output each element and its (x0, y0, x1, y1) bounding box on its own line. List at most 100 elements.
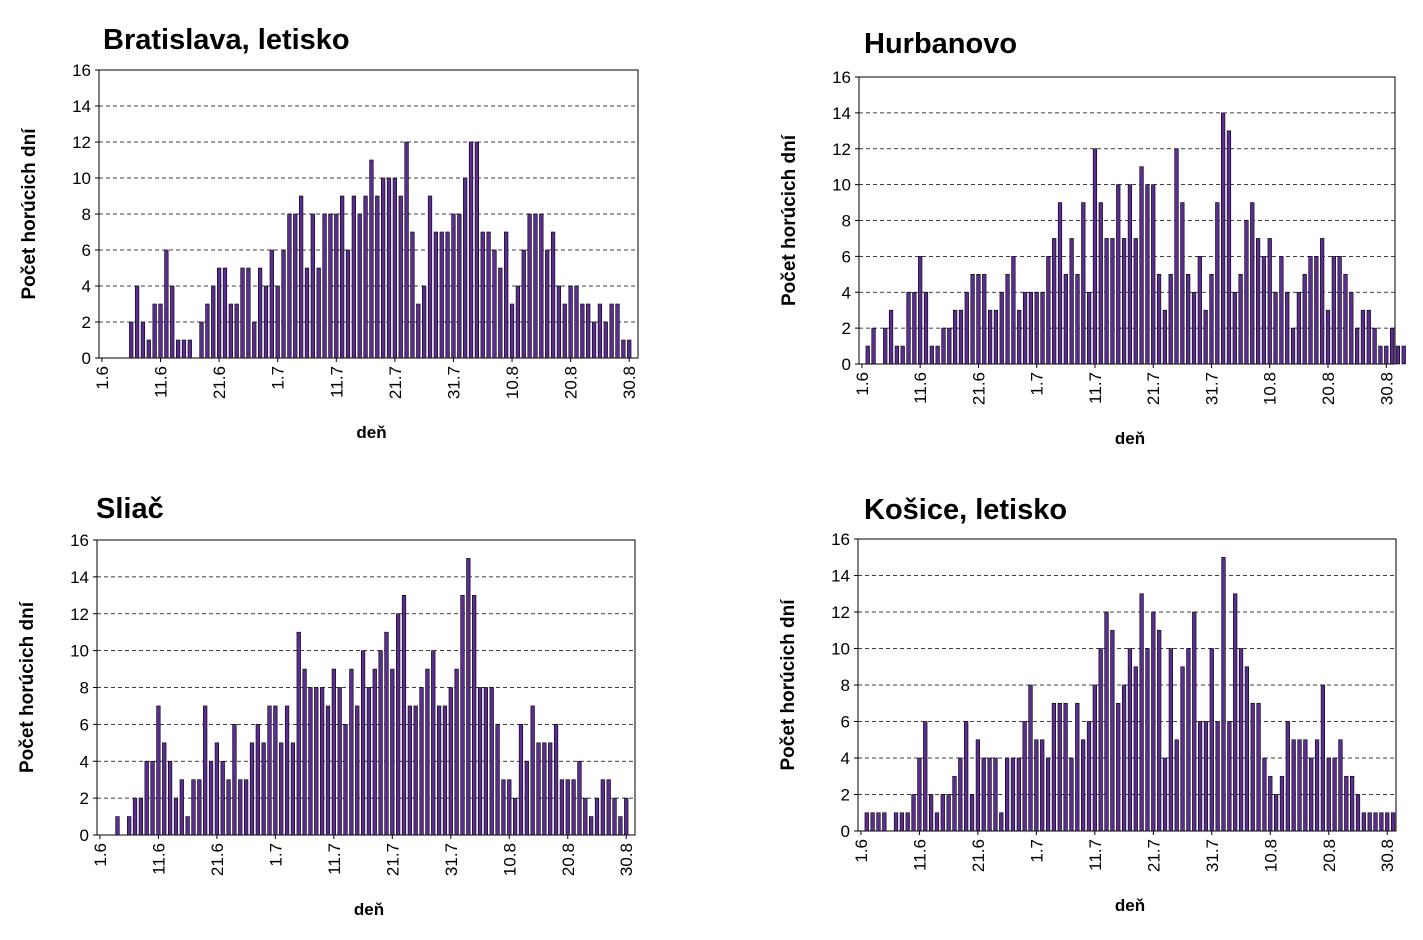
y-tick-label: 12 (70, 605, 89, 624)
x-tick-label: 1.6 (91, 843, 110, 867)
x-tick-label: 20.8 (562, 366, 581, 399)
bar (1174, 739, 1179, 832)
bar (1087, 291, 1092, 365)
bar (334, 213, 339, 359)
bar (281, 249, 286, 359)
bar (507, 779, 512, 836)
bar (1262, 757, 1267, 832)
bar (589, 816, 594, 836)
bar (466, 558, 471, 836)
bar (378, 650, 383, 836)
bar (1121, 238, 1127, 365)
bar (624, 797, 629, 836)
bar (1267, 238, 1272, 365)
y-tick-label: 0 (841, 822, 850, 841)
chart-title: Sliač (96, 493, 164, 525)
bar (322, 213, 327, 359)
bar (1162, 757, 1168, 832)
bar (1209, 274, 1214, 365)
bar (1192, 611, 1197, 832)
bar (127, 816, 132, 836)
chart-title: Košice, letisko (864, 494, 1068, 526)
bar (1361, 812, 1366, 832)
x-tick-label: 30.8 (1377, 372, 1396, 405)
bar (1045, 757, 1051, 832)
x-tick-label: 11.6 (149, 843, 168, 875)
bar (1104, 238, 1109, 365)
x-tick-label: 21.6 (208, 843, 227, 876)
bar (457, 213, 462, 359)
bar (1191, 291, 1197, 365)
y-tick-label: 16 (70, 531, 89, 550)
y-tick-label: 16 (832, 68, 851, 87)
bar (422, 285, 427, 359)
x-tick-label: 10.8 (500, 843, 519, 876)
y-tick-label: 0 (842, 355, 851, 374)
bar (606, 779, 611, 836)
bar (1197, 721, 1203, 832)
bar (1145, 648, 1150, 832)
bar (214, 742, 219, 836)
bar (1314, 256, 1319, 365)
bar (1373, 812, 1378, 832)
bar (1116, 184, 1121, 365)
x-tick-label: 1.7 (269, 366, 288, 390)
y-tick-label: 4 (80, 752, 89, 771)
bar (1063, 702, 1068, 832)
bar (1291, 739, 1296, 832)
x-tick-label: 11.7 (327, 366, 346, 398)
x-tick-label: 20.8 (559, 843, 578, 876)
bar (509, 303, 515, 359)
bar (337, 687, 342, 836)
bar (1203, 309, 1208, 365)
x-tick-label: 21.6 (969, 372, 988, 405)
y-tick-label: 14 (72, 97, 91, 116)
bar (1017, 309, 1022, 365)
x-tick-label: 21.6 (210, 366, 229, 399)
bar (893, 812, 899, 832)
bar (296, 631, 301, 836)
bar (1145, 184, 1150, 365)
bar (150, 760, 155, 836)
bar (1051, 702, 1057, 832)
bar (597, 303, 603, 359)
bar (899, 812, 904, 832)
bar (156, 705, 161, 836)
bar (612, 797, 617, 836)
bar (1180, 202, 1185, 365)
bar (1238, 648, 1244, 832)
bar (1069, 757, 1074, 832)
bar (185, 816, 190, 836)
bar (401, 595, 407, 836)
x-tick-label: 11.6 (910, 839, 929, 871)
x-tick-label: 30.8 (617, 843, 636, 876)
bar (246, 267, 251, 359)
bar (1075, 274, 1080, 365)
bar (501, 779, 506, 836)
bar (398, 195, 403, 359)
y-tick-label: 14 (831, 567, 850, 586)
bar (363, 195, 368, 359)
bar (1290, 327, 1296, 365)
bar (894, 345, 899, 365)
bar (1092, 684, 1097, 832)
y-tick-label: 2 (841, 786, 850, 805)
y-tick-label: 2 (80, 789, 89, 808)
bar (1384, 345, 1389, 365)
bar (580, 303, 585, 359)
bar (267, 705, 272, 836)
bar (603, 321, 608, 359)
bar (1016, 757, 1021, 832)
chart-panel-sliac: Sliač 0 2 4 6 8 10 12 14 16 1.6 11.6 21.6 1.7 11.7 21.… (0, 470, 710, 940)
bar (293, 213, 298, 359)
bar (463, 177, 468, 359)
bar (533, 213, 538, 359)
bar (1337, 256, 1342, 365)
bar (477, 687, 483, 836)
bar (594, 797, 600, 836)
bar (203, 705, 208, 836)
bar (138, 797, 143, 836)
bar (1057, 702, 1062, 832)
x-tick-label: 1.6 (93, 366, 112, 390)
bar (404, 141, 409, 359)
